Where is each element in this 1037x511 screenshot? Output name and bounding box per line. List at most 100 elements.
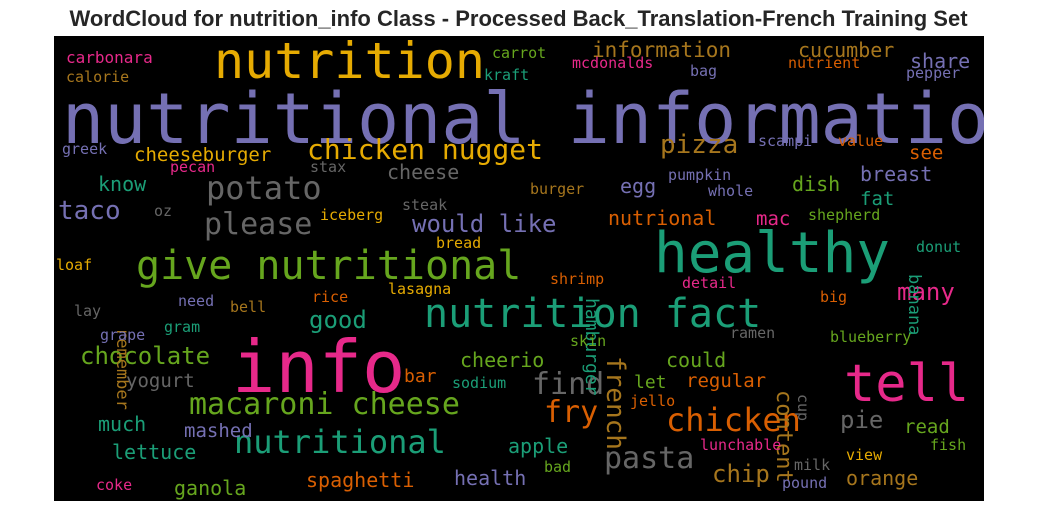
wordcloud-word: would like	[412, 210, 557, 238]
wordcloud-word: burger	[530, 180, 585, 198]
wordcloud-word: pie	[840, 406, 884, 434]
wordcloud-word: cup	[794, 394, 812, 422]
wordcloud-word: view	[846, 446, 883, 464]
wordcloud-word: nutritional information	[62, 78, 984, 160]
wordcloud-word: lay	[74, 302, 102, 320]
wordcloud-word: carrot	[492, 44, 547, 62]
wordcloud-word: need	[178, 292, 215, 310]
wordcloud-word: taco	[58, 196, 121, 226]
wordcloud-word: milk	[794, 456, 831, 474]
wordcloud-word: shepherd	[808, 206, 881, 224]
wordcloud-word: shrimp	[550, 270, 605, 288]
wordcloud-word: lettuce	[112, 440, 197, 464]
wordcloud-word: lasagna	[388, 280, 452, 298]
wordcloud-word: cucumber	[798, 38, 895, 62]
wordcloud-word: ganola	[174, 476, 247, 500]
wordcloud-word: chicken	[666, 401, 801, 439]
wordcloud-word: scampi	[758, 132, 813, 150]
wordcloud-word: macaroni cheese	[189, 387, 460, 422]
wordcloud-word: sodium	[452, 374, 507, 392]
wordcloud-word: apple	[508, 434, 569, 458]
wordcloud-word: rice	[312, 288, 349, 306]
wordcloud-word: chip	[712, 460, 770, 488]
wordcloud-word: cheerio	[460, 348, 545, 372]
wordcloud-word: bad	[544, 458, 572, 476]
wordcloud-word: fat	[860, 188, 895, 210]
wordcloud-word: chicken nugget	[307, 133, 544, 166]
wordcloud-word: oz	[154, 202, 173, 220]
wordcloud-word: mac	[756, 208, 791, 230]
wordcloud-word: tell	[844, 354, 970, 414]
wordcloud-word: cheese	[387, 160, 460, 184]
wordcloud-word: pizza	[660, 130, 739, 160]
wordcloud-word: gram	[164, 318, 201, 336]
wordcloud-word: bag	[690, 62, 718, 80]
wordcloud-word: regular	[686, 370, 767, 392]
wordcloud-word: share	[910, 49, 971, 73]
wordcloud-word: banana	[904, 274, 924, 336]
wordcloud-word: kraft	[484, 66, 530, 84]
wordcloud-word: pecan	[170, 158, 216, 176]
wordcloud-word: could	[666, 348, 727, 372]
wordcloud-word: carbonara	[66, 48, 153, 67]
wordcloud-word: nutrition fact	[424, 291, 762, 337]
wordcloud-word: information	[592, 38, 732, 62]
wordcloud-word: cheeseburger	[134, 144, 272, 166]
wordcloud-word: jello	[630, 392, 676, 410]
wordcloud-canvas: nutritional information info healthy tell nu…	[54, 36, 984, 501]
wordcloud-word: whole	[708, 182, 754, 200]
wordcloud-word: big	[820, 288, 848, 306]
wordcloud-word: pasta	[604, 441, 695, 476]
wordcloud-word: skin	[570, 332, 607, 350]
wordcloud-word: lunchable	[700, 436, 782, 454]
wordcloud-word: please	[204, 207, 313, 242]
wordcloud-word: value	[838, 132, 884, 150]
wordcloud-word: pumpkin	[668, 166, 732, 184]
wordcloud-word: know	[98, 172, 147, 196]
wordcloud-word: find	[532, 367, 605, 402]
wordcloud-word: fish	[930, 436, 967, 454]
wordcloud-word: calorie	[66, 68, 130, 86]
wordcloud-word: egg	[620, 174, 657, 198]
wordcloud-word: pound	[782, 474, 828, 492]
wordcloud-word: bread	[436, 234, 482, 252]
wordcloud-word: donut	[916, 238, 962, 256]
wordcloud-word: iceberg	[320, 206, 384, 224]
wordcloud-word: see	[909, 142, 944, 164]
wordcloud-word: bell	[230, 298, 267, 316]
wordcloud-word: chocolate	[80, 342, 211, 370]
wordcloud-word: good	[309, 306, 367, 334]
wordcloud-word: nutrional	[608, 206, 717, 230]
wordcloud-word: read	[904, 416, 950, 438]
wordcloud-word: nutrition	[214, 36, 485, 90]
wordcloud-word: dish	[792, 172, 841, 196]
wordcloud-word: loaf	[56, 256, 93, 274]
wordcloud-word: healthy	[654, 221, 891, 286]
wordcloud-word: yogurt	[126, 370, 195, 392]
wordcloud-word: spaghetti	[306, 468, 415, 492]
wordcloud-word: orange	[846, 466, 919, 490]
wordcloud-word: nutrient	[788, 54, 861, 72]
wordcloud-word: let	[634, 372, 667, 393]
wordcloud-word: give nutritional	[136, 243, 522, 289]
wordcloud-word: potato	[206, 169, 322, 207]
wordcloud-word: blueberry	[830, 328, 912, 346]
wordcloud-word: many	[897, 278, 955, 306]
chart-title: WordCloud for nutrition_info Class - Pro…	[69, 6, 968, 31]
wordcloud-word: info	[232, 325, 406, 409]
wordcloud-word: bar	[404, 366, 437, 387]
wordcloud-word: french	[600, 356, 630, 450]
wordcloud-word: mcdonalds	[572, 54, 654, 72]
wordcloud-word: mashed	[184, 420, 253, 442]
wordcloud-word: breast	[860, 162, 933, 186]
wordcloud-word: stax	[310, 158, 347, 176]
wordcloud-word: fry	[544, 395, 599, 430]
wordcloud-word: much	[98, 412, 147, 436]
wordcloud-word: coke	[96, 476, 133, 494]
wordcloud-word: grape	[100, 326, 146, 344]
wordcloud-word: ramen	[730, 324, 776, 342]
wordcloud-word: pepper	[906, 64, 961, 82]
wordcloud-word: health	[454, 466, 527, 490]
wordcloud-word: steak	[402, 196, 448, 214]
wordcloud-word: nutritional	[234, 423, 446, 461]
